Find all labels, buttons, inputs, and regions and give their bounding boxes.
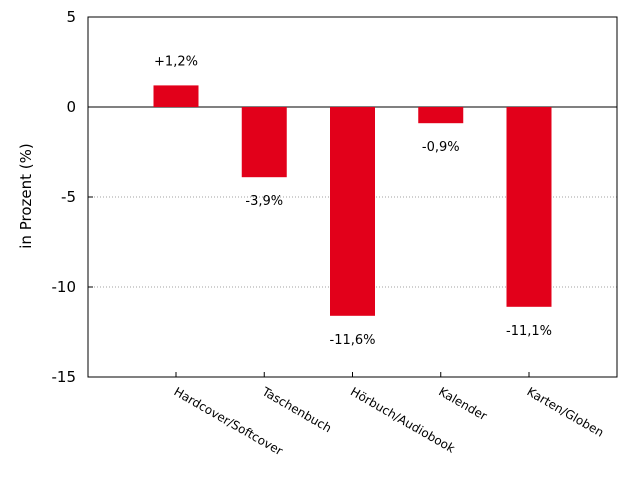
data-label: -11,6% [330, 333, 376, 348]
y-axis-ticks: 5 0 -5 -10 -15 [52, 8, 530, 386]
category-label: Taschenbuch [259, 384, 334, 435]
y-tick-label: -5 [61, 188, 76, 206]
y-tick-label: -10 [52, 278, 77, 296]
y-tick-label: -15 [52, 368, 77, 386]
bar [241, 107, 287, 178]
y-tick-label: 5 [66, 8, 76, 26]
bar [418, 107, 464, 124]
data-label: +1,2% [154, 54, 198, 69]
category-label: Karten/Globen [525, 384, 607, 439]
bars [153, 85, 552, 316]
bar [153, 85, 199, 107]
bar [506, 107, 552, 307]
data-labels: +1,2% -3,9% -11,6% -0,9% -11,1% [154, 54, 552, 347]
y-axis-title: in Prozent (%) [17, 143, 35, 248]
data-label: -0,9% [422, 140, 460, 155]
y-tick-label: 0 [66, 98, 76, 116]
bar [330, 107, 375, 316]
category-label: Kalender [436, 384, 489, 423]
data-label: -11,1% [506, 324, 552, 339]
data-label: -3,9% [245, 194, 283, 209]
